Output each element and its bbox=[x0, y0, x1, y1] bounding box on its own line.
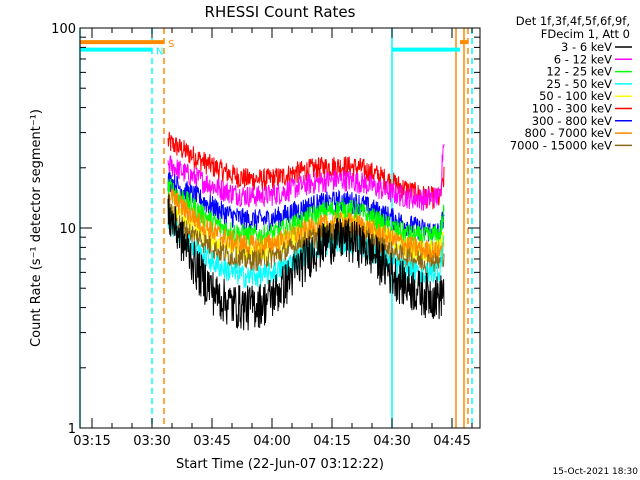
legend-entry-1-label: 3 - 6 keV bbox=[561, 40, 612, 54]
series-2-line bbox=[167, 144, 445, 211]
flag-N-label: N bbox=[156, 47, 163, 58]
x-axis-label: Start Time (22-Jun-07 03:12:22) bbox=[176, 457, 384, 472]
x-tick-label-2: 03:30 bbox=[133, 434, 170, 449]
series-3-line bbox=[167, 178, 445, 249]
legend-entry-6-label: 100 - 300 keV bbox=[532, 102, 612, 116]
flag-layer: SN bbox=[80, 39, 468, 58]
print-timestamp: 15-Oct-2021 18:30 bbox=[553, 467, 639, 477]
y-tick-label-1: 1 bbox=[68, 422, 76, 437]
x-tick-label-5: 04:15 bbox=[313, 434, 350, 449]
legend-entry-8-label: 800 - 7000 keV bbox=[524, 126, 612, 140]
legend-entry-7-label: 300 - 800 keV bbox=[532, 114, 612, 128]
legend-entry-2-label: 6 - 12 keV bbox=[554, 52, 612, 66]
series-1-line bbox=[167, 194, 445, 331]
legend-entry-9-label: 7000 - 15000 keV bbox=[510, 138, 612, 152]
x-tick-label-7: 04:45 bbox=[433, 434, 470, 449]
legend-entry-5-label: 50 - 100 keV bbox=[539, 89, 612, 103]
legend-entry-3-label: 12 - 25 keV bbox=[546, 65, 612, 79]
chart-title: RHESSI Count Rates bbox=[205, 3, 356, 21]
axes-layer: 1 10 100 03:15 03:30 03:45 04:00 04:15 04:30 04:4… bbox=[51, 22, 481, 449]
x-tick-label-6: 04:30 bbox=[373, 434, 410, 449]
series-layer bbox=[167, 131, 445, 331]
x-tick-label-3: 03:45 bbox=[193, 434, 230, 449]
series-6-line bbox=[167, 131, 445, 210]
legend-header-line-2: FDecim 1, Att 0 bbox=[541, 27, 630, 41]
x-tick-label-4: 04:00 bbox=[253, 434, 290, 449]
legend-header-line-1: Det 1f,3f,4f,5f,6f,9f, bbox=[516, 14, 630, 28]
x-tick-label-1: 03:15 bbox=[73, 434, 110, 449]
series-8-line bbox=[167, 187, 445, 263]
flag-S-label: S bbox=[168, 39, 174, 50]
y-tick-label-3: 100 bbox=[51, 22, 76, 37]
y-tick-label-2: 10 bbox=[59, 222, 76, 237]
y-axis-label: Count Rate (s⁻¹ detector segment⁻¹) bbox=[29, 109, 44, 347]
legend-entry-4-label: 25 - 50 keV bbox=[546, 77, 612, 91]
